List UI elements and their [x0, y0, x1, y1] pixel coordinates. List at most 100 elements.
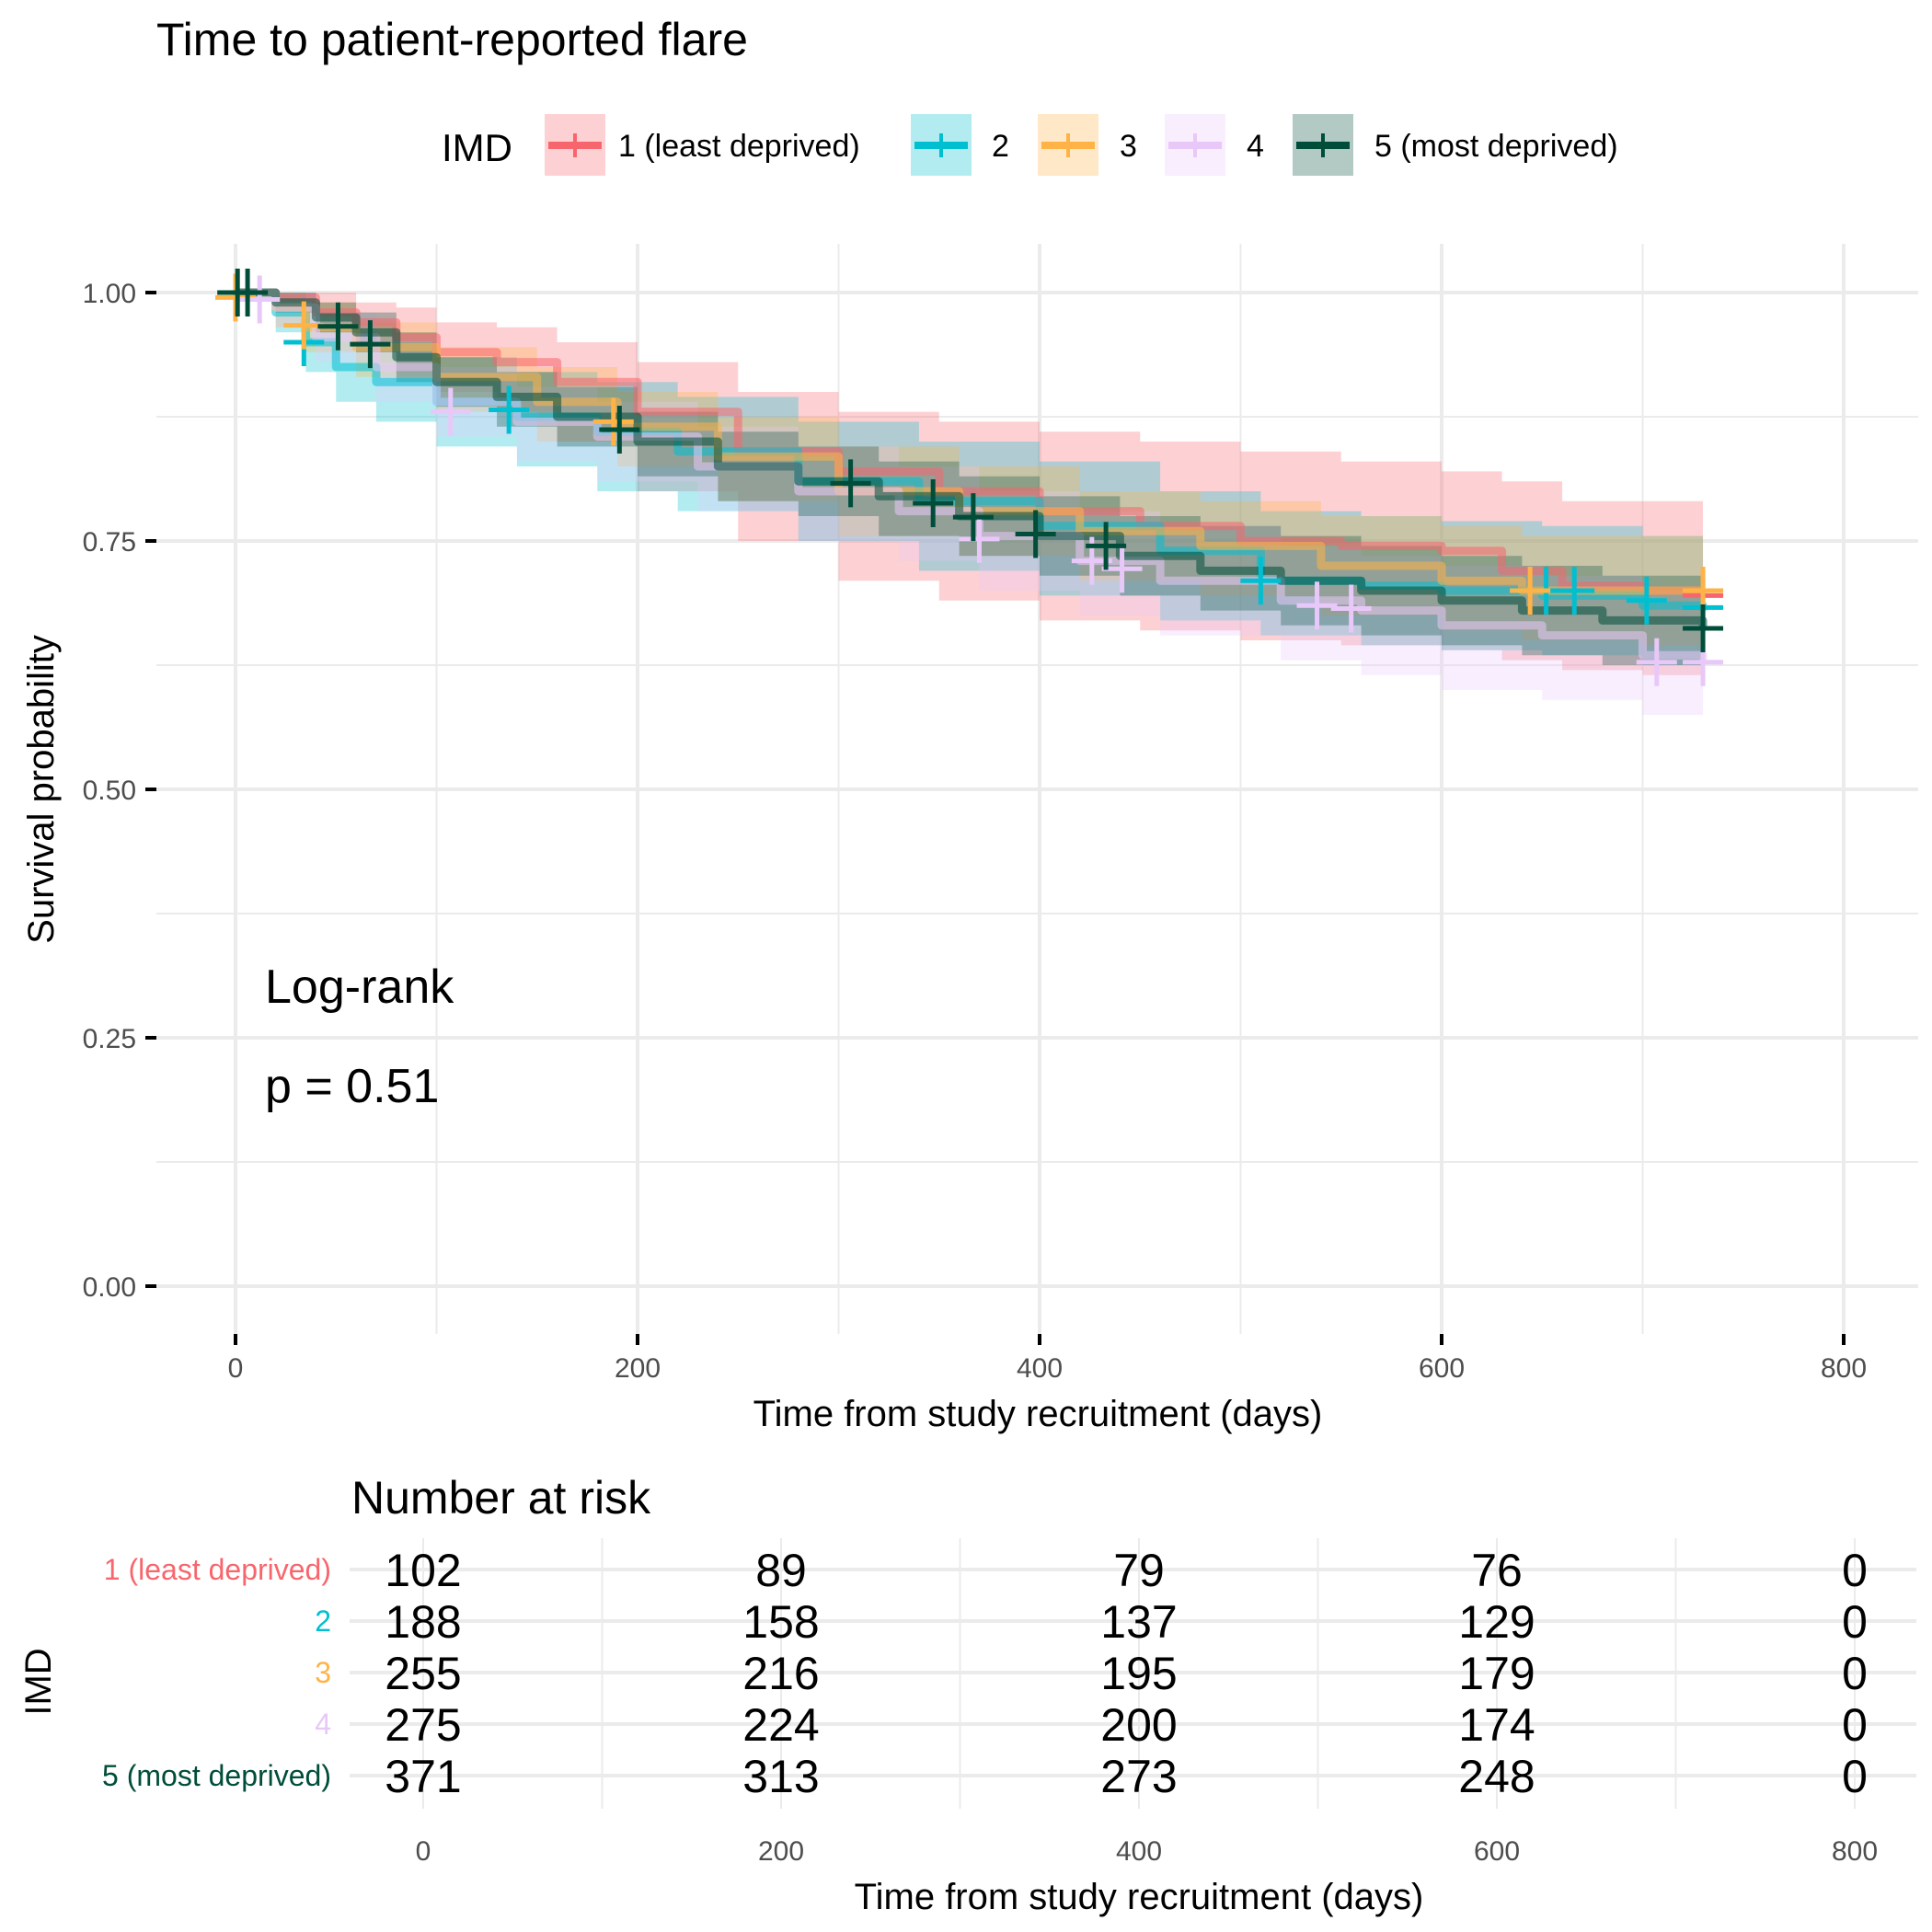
censor-mark-imd-2	[1626, 576, 1667, 625]
risk-row-imd-4: 4 275 224 200 174 0	[315, 1699, 1868, 1751]
y-tick-label: 1.00	[83, 279, 136, 309]
risk-value: 255	[385, 1648, 461, 1699]
chart-title: Time to patient-reported flare	[156, 14, 748, 65]
risk-x-tick-label: 0	[416, 1836, 431, 1867]
censor-mark-imd-4	[1296, 581, 1338, 630]
risk-value: 371	[385, 1751, 461, 1802]
x-tick-label: 600	[1419, 1353, 1465, 1384]
legend-entry-imd-4: 4	[1165, 114, 1264, 176]
x-tick-label: 0	[228, 1353, 244, 1384]
risk-value: 76	[1471, 1545, 1523, 1596]
plot-axes: 0.00 0.25 0.50 0.75 1.00 0 200 400 600 800	[83, 279, 1867, 1384]
risk-table: 1 (least deprived) 102 89 79 76 0 2 188 158 137 12…	[102, 1545, 1868, 1802]
survival-curve-imd-4	[236, 288, 1708, 661]
censor-marks	[215, 269, 1724, 686]
risk-value: 158	[742, 1596, 819, 1648]
censor-mark-imd-5	[317, 302, 359, 351]
logrank-pvalue: p = 0.51	[265, 1060, 439, 1113]
risk-value: 313	[742, 1751, 819, 1802]
risk-value: 89	[755, 1545, 807, 1596]
y-tick-label: 0.50	[83, 776, 136, 806]
censor-mark-imd-5	[1086, 522, 1127, 570]
confidence-band-imd-4	[236, 293, 1704, 720]
risk-value: 79	[1113, 1545, 1165, 1596]
risk-value: 179	[1458, 1648, 1535, 1699]
confidence-band-imd-2	[236, 293, 1704, 671]
censor-mark-imd-5	[227, 269, 269, 316]
risk-value: 275	[385, 1699, 461, 1751]
survival-curves	[236, 288, 1708, 661]
legend-entry-imd-3: 3	[1038, 114, 1137, 176]
censor-mark-imd-5	[1015, 510, 1056, 558]
risk-x-tick-label: 600	[1474, 1836, 1520, 1867]
censor-mark-imd-2	[1554, 567, 1595, 615]
risk-value: 0	[1842, 1648, 1868, 1699]
risk-value: 174	[1458, 1699, 1535, 1751]
censor-mark-imd-5	[599, 406, 640, 454]
censor-mark-imd-5	[830, 459, 871, 508]
risk-row-label: 1 (least deprived)	[104, 1553, 331, 1586]
censor-mark-imd-3	[1510, 567, 1551, 615]
risk-value: 224	[742, 1699, 819, 1751]
risk-value: 200	[1100, 1699, 1177, 1751]
risk-row-label: 3	[315, 1656, 331, 1689]
censor-mark-imd-4	[959, 514, 1000, 563]
legend-label: 4	[1247, 129, 1264, 164]
risk-value: 137	[1100, 1596, 1177, 1648]
risk-value: 248	[1458, 1751, 1535, 1802]
censor-mark-imd-5	[952, 493, 994, 542]
x-tick-label: 200	[615, 1353, 661, 1384]
risk-row-label: 2	[315, 1604, 331, 1638]
legend-entry-imd-2: 2	[911, 114, 1009, 176]
risk-value: 0	[1842, 1751, 1868, 1802]
risk-value: 0	[1842, 1545, 1868, 1596]
risk-table-grid	[350, 1538, 1916, 1809]
risk-row-label: 5 (most deprived)	[102, 1759, 331, 1792]
risk-value: 129	[1458, 1596, 1535, 1648]
legend-label: 1 (least deprived)	[618, 129, 860, 164]
risk-row-imd-1: 1 (least deprived) 102 89 79 76 0	[104, 1545, 1868, 1596]
legend-title: IMD	[442, 126, 512, 169]
y-tick-label: 0.75	[83, 527, 136, 558]
risk-row-imd-5: 5 (most deprived) 371 313 273 248 0	[102, 1751, 1868, 1802]
risk-table-title: Number at risk	[351, 1472, 651, 1524]
y-tick-label: 0.00	[83, 1272, 136, 1303]
risk-value: 188	[385, 1596, 461, 1648]
confidence-bands	[236, 293, 1704, 720]
censor-mark-imd-5	[913, 478, 954, 527]
survival-curve-imd-5	[236, 288, 1708, 631]
censor-mark-imd-5	[350, 320, 391, 369]
risk-row-label: 4	[315, 1708, 331, 1741]
censor-mark-imd-4	[1636, 638, 1677, 686]
x-tick-label: 400	[1017, 1353, 1063, 1384]
risk-value: 216	[742, 1648, 819, 1699]
risk-row-imd-2: 2 188 158 137 129 0	[315, 1596, 1868, 1648]
censor-mark-imd-3	[592, 397, 634, 446]
logrank-label: Log-rank	[265, 960, 454, 1014]
legend-entry-imd-1: 1 (least deprived)	[545, 114, 860, 176]
censor-mark-imd-2	[489, 385, 530, 434]
risk-table-x-title: Time from study recruitment (days)	[855, 1877, 1424, 1917]
risk-x-tick-label: 200	[758, 1836, 804, 1867]
censor-mark-imd-3	[283, 301, 325, 350]
censor-mark-imd-4	[430, 387, 471, 436]
x-tick-label: 800	[1821, 1353, 1867, 1384]
risk-x-tick-label: 800	[1832, 1836, 1878, 1867]
risk-value: 195	[1100, 1648, 1177, 1699]
risk-value: 273	[1100, 1751, 1177, 1802]
censor-mark-imd-5	[1683, 604, 1724, 653]
plot-grid	[156, 244, 1918, 1334]
risk-table-axes: 0 200 400 600 800	[416, 1836, 1878, 1867]
legend: IMD 1 (least deprived) 2 3 4 5 (most deprive…	[442, 114, 1618, 176]
risk-value: 0	[1842, 1596, 1868, 1648]
x-axis-title: Time from study recruitment (days)	[753, 1394, 1323, 1434]
legend-entry-imd-5: 5 (most deprived)	[1293, 114, 1618, 176]
censor-mark-imd-2	[1240, 557, 1282, 605]
risk-table-y-title: IMD	[18, 1648, 59, 1715]
legend-label: 5 (most deprived)	[1374, 129, 1618, 164]
legend-label: 2	[992, 129, 1009, 164]
risk-value: 0	[1842, 1699, 1868, 1751]
y-axis-title: Survival probability	[21, 635, 62, 944]
y-tick-label: 0.25	[83, 1024, 136, 1054]
